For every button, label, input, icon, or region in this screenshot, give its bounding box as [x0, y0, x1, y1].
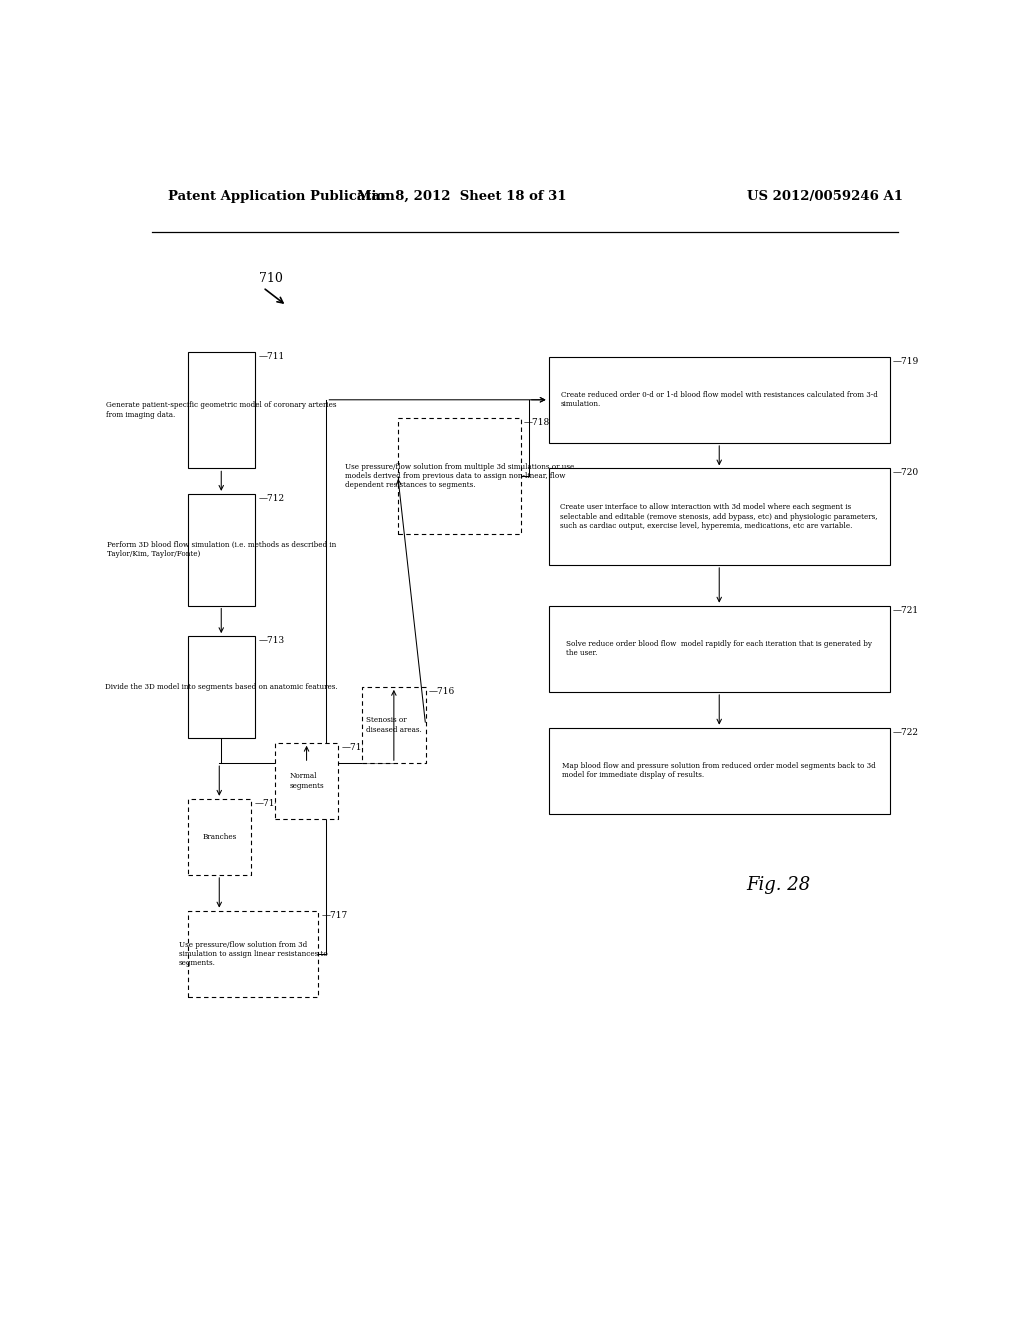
Text: Normal
segments: Normal segments — [289, 772, 324, 789]
Bar — [187, 799, 251, 875]
Text: Branches: Branches — [202, 833, 237, 841]
Text: Map blood flow and pressure solution from reduced order model segments back to 3: Map blood flow and pressure solution fro… — [562, 762, 877, 779]
Text: Solve reduce order blood flow  model rapidly for each iteration that is generate: Solve reduce order blood flow model rapi… — [566, 640, 872, 657]
Text: Generate patient-specific geometric model of coronary arteries
from imaging data: Generate patient-specific geometric mode… — [106, 401, 337, 418]
Text: Fig. 28: Fig. 28 — [746, 876, 811, 894]
Text: —713: —713 — [258, 636, 285, 645]
Bar — [549, 727, 890, 814]
Text: —711: —711 — [258, 351, 285, 360]
Bar — [549, 606, 890, 692]
Bar — [362, 686, 426, 763]
Text: —716: —716 — [429, 686, 455, 696]
Bar — [274, 743, 338, 818]
Text: Mar. 8, 2012  Sheet 18 of 31: Mar. 8, 2012 Sheet 18 of 31 — [356, 190, 566, 203]
Text: Create reduced order 0-d or 1-d blood flow model with resistances calculated fro: Create reduced order 0-d or 1-d blood fl… — [561, 391, 878, 408]
Bar — [549, 356, 890, 444]
Bar — [187, 351, 255, 469]
Text: Use pressure/flow solution from 3d
simulation to assign linear resistances to
se: Use pressure/flow solution from 3d simul… — [178, 941, 328, 968]
Text: 710: 710 — [259, 272, 283, 285]
Text: Divide the 3D model into segments based on anatomic features.: Divide the 3D model into segments based … — [104, 682, 338, 690]
Text: Patent Application Publication: Patent Application Publication — [168, 190, 394, 203]
Bar — [187, 494, 255, 606]
Text: —715: —715 — [341, 743, 368, 752]
Text: —720: —720 — [893, 469, 920, 478]
Bar — [549, 469, 890, 565]
Text: —717: —717 — [322, 911, 348, 920]
Text: —721: —721 — [893, 606, 920, 615]
Text: —714: —714 — [254, 799, 281, 808]
Text: Use pressure/flow solution from multiple 3d simulations or use
models derived fr: Use pressure/flow solution from multiple… — [345, 463, 574, 490]
Text: US 2012/0059246 A1: US 2012/0059246 A1 — [748, 190, 903, 203]
Bar — [187, 636, 255, 738]
Text: —712: —712 — [258, 494, 285, 503]
Text: Create user interface to allow interaction with 3d model where each segment is
s: Create user interface to allow interacti… — [560, 503, 878, 529]
Bar — [187, 911, 318, 997]
Text: —722: —722 — [893, 727, 919, 737]
Text: Stenosis or
diseased areas.: Stenosis or diseased areas. — [366, 717, 422, 734]
Text: —718: —718 — [524, 417, 550, 426]
Text: —719: —719 — [893, 356, 920, 366]
Text: Perform 3D blood flow simulation (i.e. methods as described in
Taylor/Kim, Taylo: Perform 3D blood flow simulation (i.e. m… — [106, 541, 336, 558]
Bar — [397, 417, 521, 535]
